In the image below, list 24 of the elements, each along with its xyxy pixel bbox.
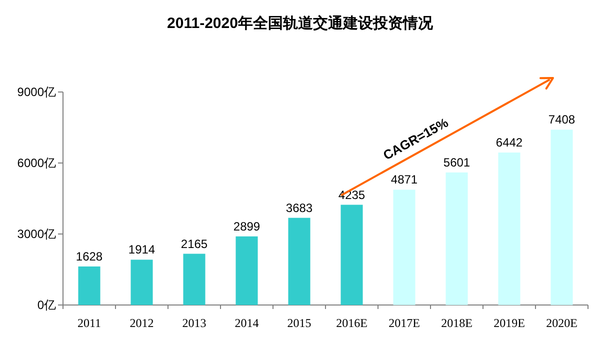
x-tick-label: 2015 — [287, 316, 312, 330]
data-label: 7408 — [548, 112, 576, 127]
data-label: 4871 — [390, 172, 418, 187]
y-tick-label: 0亿 — [37, 298, 56, 312]
data-label: 3683 — [286, 200, 313, 215]
data-label: 5601 — [443, 155, 470, 170]
y-tick-label: 9000亿 — [17, 85, 56, 99]
x-tick-label: 2020E — [546, 316, 578, 330]
y-tick-label: 6000亿 — [17, 156, 56, 170]
data-label: 2899 — [233, 219, 260, 234]
x-tick-label: 2017E — [388, 316, 420, 330]
data-label: 2165 — [180, 236, 208, 251]
x-tick-label: 2011 — [77, 316, 102, 330]
x-tick-label: 2018E — [441, 316, 472, 330]
data-label: 1914 — [128, 242, 156, 257]
x-tick-label: 2014 — [234, 316, 259, 330]
chart-title: 2011-2020年全国轨道交通建设投资情况 — [167, 14, 434, 32]
x-tick-label: 2016E — [336, 316, 368, 330]
data-label: 6442 — [496, 136, 523, 150]
x-tick-label: 2013 — [182, 316, 206, 330]
x-tick-label: 2012 — [130, 316, 154, 330]
data-label: 1628 — [76, 249, 103, 264]
x-tick-label: 2019E — [494, 316, 525, 330]
y-tick-label: 3000亿 — [17, 227, 56, 241]
